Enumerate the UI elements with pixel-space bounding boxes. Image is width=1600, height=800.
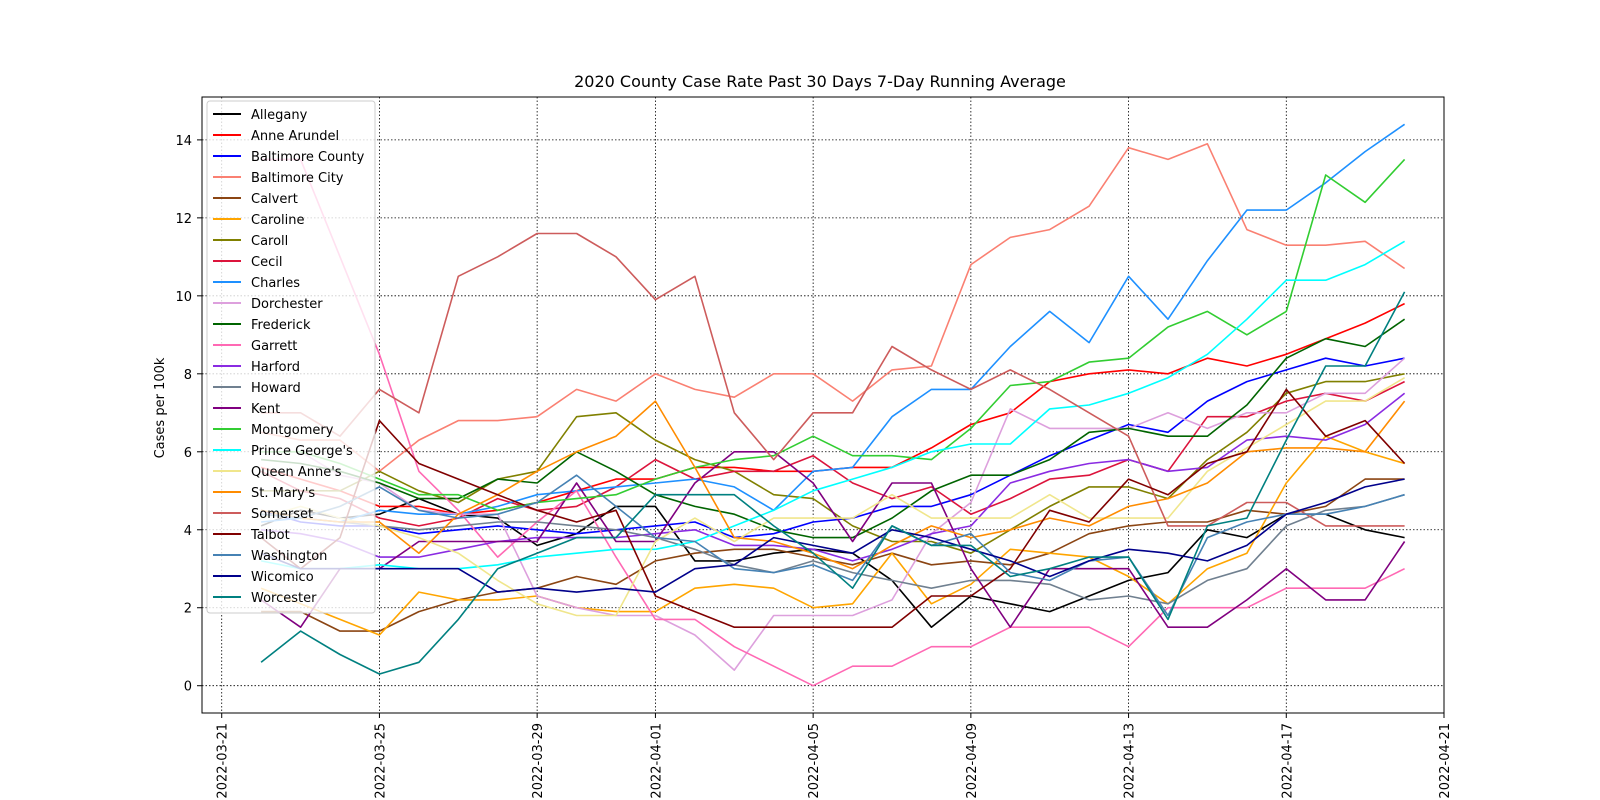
legend-label: Baltimore City [251,171,344,186]
series-line-st-mary-s [260,400,1406,570]
y-tick-label: 4 [184,524,192,539]
x-tick-label: 2022-04-21 [1438,723,1453,799]
series-line-worcester [260,291,1406,675]
series-line-howard [261,493,1405,605]
x-tick-label: 2022-04-09 [965,723,980,799]
legend-label: Somerset [251,507,313,522]
series-line-kent [260,450,1406,629]
series-line-anne-arundel [260,302,1405,516]
plot-frame [201,96,1445,714]
legend-label: St. Mary's [251,486,315,501]
series-line-queen-anne-s [260,377,1406,617]
legend-label: Washington [251,549,327,564]
legend-label: Dorchester [251,297,323,312]
y-tick-label: 14 [175,134,192,149]
legend-label: Howard [251,381,301,396]
series-line-montgomery [261,158,1406,512]
series-line-garrett [261,158,1405,687]
y-axis: 0 2 4 6 8 10 12 14 [175,134,202,695]
legend-label: Cecil [251,255,282,270]
series-line-baltimore-city [260,143,1406,473]
series-line-wicomico [260,478,1405,593]
series-line-baltimore-county [260,357,1405,539]
chart-title: 2020 County Case Rate Past 30 Days 7-Day… [574,72,1066,91]
series-lines [260,123,1406,687]
legend-label: Charles [251,276,300,291]
legend-label: Allegany [251,108,308,123]
y-tick-label: 12 [175,212,192,227]
series-line-frederick [261,318,1406,539]
legend-label: Montgomery [251,423,334,438]
legend-label: Caroll [251,234,288,249]
grid [202,97,1445,713]
series-line-caroline [260,435,1405,636]
legend-label: Queen Anne's [251,465,342,480]
x-tick-label: 2022-04-05 [807,723,822,799]
legend-label: Kent [251,402,280,417]
series-line-dorchester [261,357,1406,671]
legend-label: Caroline [251,213,305,228]
series-line-washington [261,474,1405,617]
legend-label: Baltimore County [251,150,365,165]
x-tick-label: 2022-04-17 [1280,723,1295,799]
y-tick-label: 10 [175,290,192,305]
x-axis: 2022-03-21 2022-03-25 2022-03-29 2022-04-01… [216,713,1453,799]
x-tick-label: 2022-04-01 [649,723,664,799]
legend-label: Anne Arundel [251,129,339,144]
x-tick-label: 2022-03-29 [531,723,546,799]
x-tick-label: 2022-04-13 [1123,723,1138,799]
legend-label: Wicomico [251,570,314,585]
legend-label: Garrett [251,339,297,354]
legend: Allegany Anne Arundel Baltimore County Balt… [206,100,376,614]
legend-label: Harford [251,360,300,375]
legend-box [206,100,376,614]
x-tick-label: 2022-03-25 [373,723,388,799]
y-tick-label: 0 [184,680,192,695]
series-line-somerset [261,232,1405,527]
x-tick-label: 2022-03-21 [216,723,231,799]
legend-label: Worcester [251,591,317,606]
legend-label: Talbot [250,528,290,543]
legend-label: Calvert [251,192,298,207]
y-tick-label: 6 [184,446,192,461]
series-line-talbot [260,388,1406,629]
legend-label: Frederick [251,318,311,333]
legend-label: Prince George's [251,444,353,459]
y-tick-label: 8 [184,368,192,383]
y-axis-label: Cases per 100k [153,357,168,458]
y-tick-label: 2 [184,602,192,617]
series-line-allegany [260,497,1405,629]
